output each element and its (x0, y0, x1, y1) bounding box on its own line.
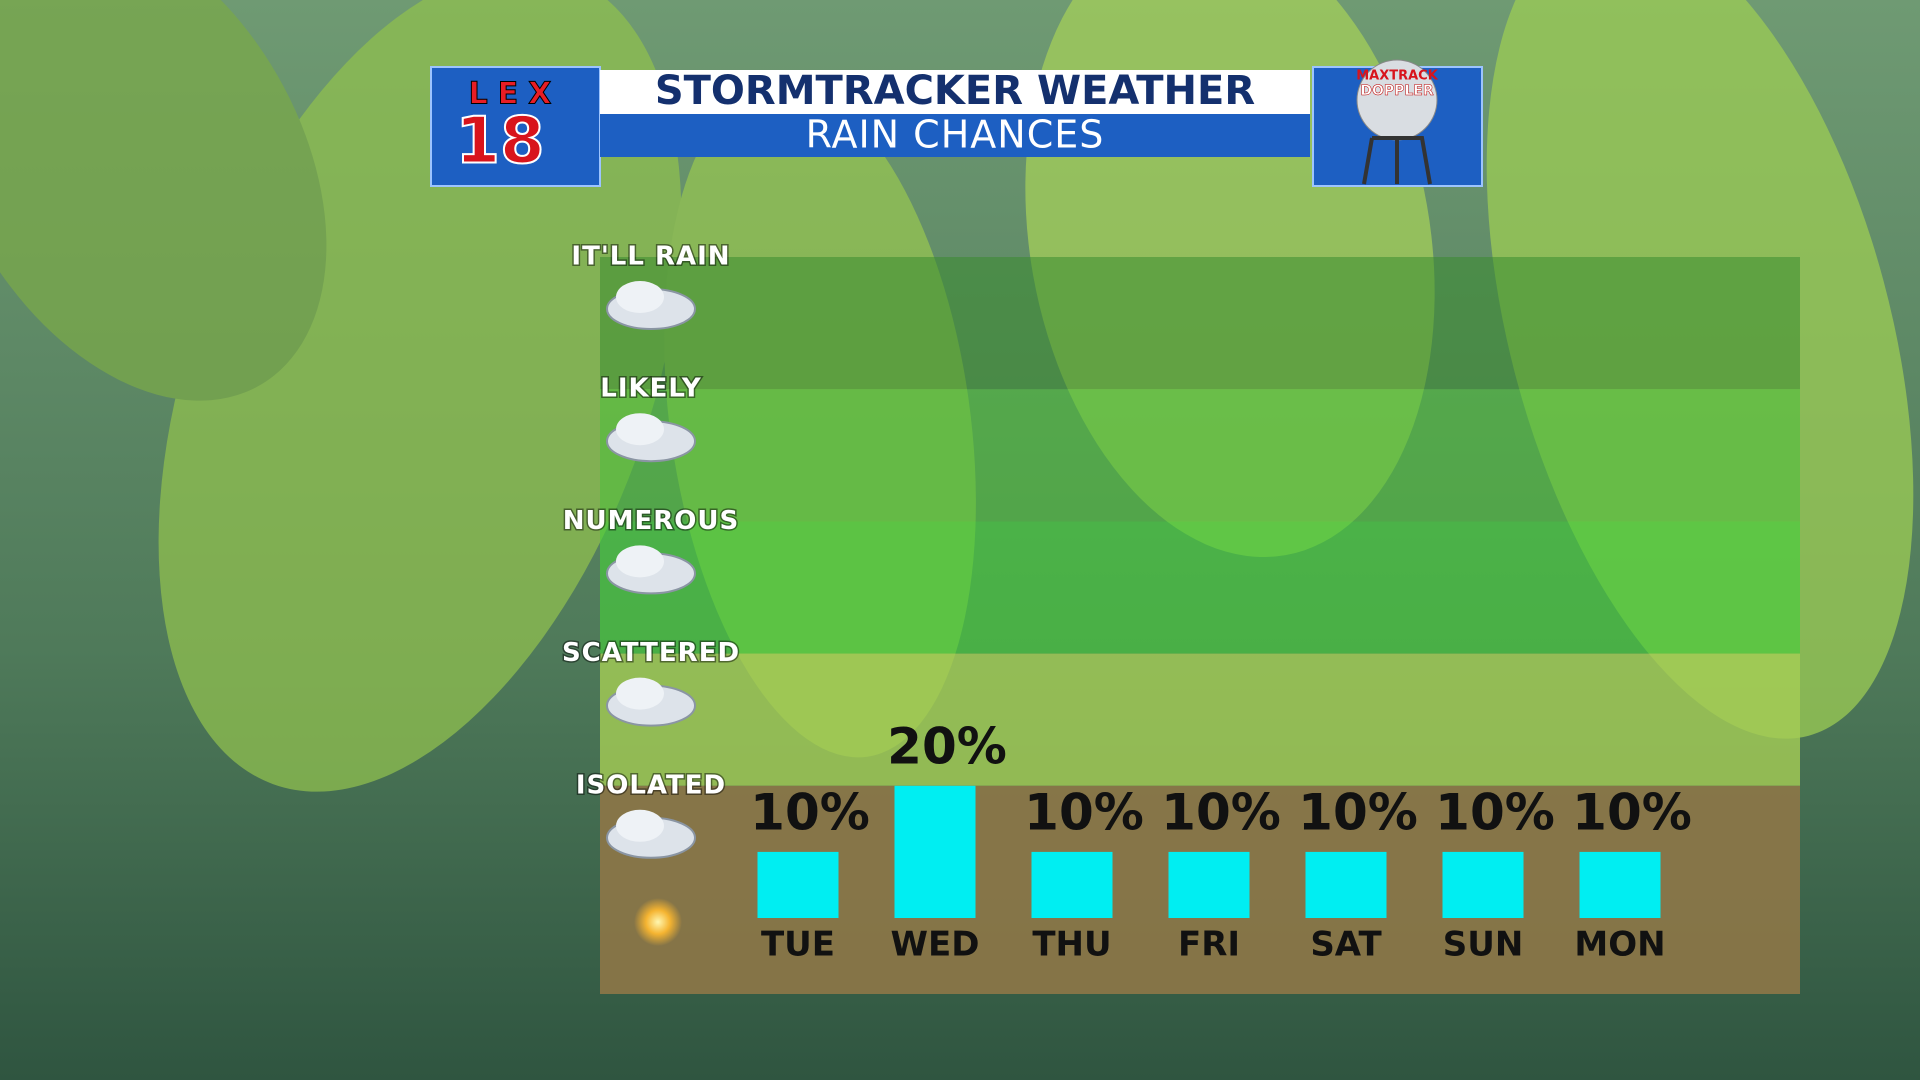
x-tick-label: WED (891, 925, 980, 965)
band (600, 521, 1800, 654)
bar (1031, 851, 1113, 918)
y-tick-label: IT'LL RAIN (571, 242, 730, 272)
bar (1168, 851, 1250, 918)
bar (1579, 851, 1661, 918)
band (600, 257, 1800, 390)
logo-channel: 18 (455, 105, 544, 179)
value-label: 10% (1572, 783, 1692, 841)
y-tick-label: SCATTERED (562, 638, 740, 668)
radar-badge: DOPPLER (1360, 83, 1434, 99)
subtitle-bar (600, 114, 1310, 157)
bar (757, 851, 839, 918)
band (600, 653, 1800, 786)
cloud-icon (616, 677, 664, 710)
weather-icons (606, 281, 696, 946)
y-tick-label: LIKELY (600, 374, 702, 404)
chart-subtitle: RAIN CHANCES (806, 113, 1105, 157)
radar-tower (1362, 136, 1432, 185)
x-tick-label: SAT (1310, 925, 1382, 965)
bar (1442, 851, 1524, 918)
value-label: 10% (750, 783, 870, 841)
sun-icon (634, 898, 682, 946)
value-label: 20% (887, 717, 1007, 775)
x-tick-label: TUE (761, 925, 835, 965)
value-label: 10% (1024, 783, 1144, 841)
value-label: 10% (1298, 783, 1418, 841)
logo-box (430, 66, 601, 187)
radar-badge: MAXTRACK (1356, 69, 1439, 84)
logo-station: LEX (469, 77, 562, 112)
cloud-icon (616, 809, 664, 842)
bar (1305, 851, 1387, 918)
title-bar (600, 70, 1310, 114)
x-tick-label: THU (1032, 925, 1111, 965)
cloud-icon (616, 545, 664, 578)
x-tick-label: MON (1574, 925, 1665, 965)
cloud-icon (616, 281, 664, 313)
bar (894, 785, 976, 918)
band (600, 389, 1800, 522)
value-label: 10% (1161, 783, 1281, 841)
y-tick-label: NUMEROUS (563, 506, 739, 536)
x-tick-label: FRI (1178, 925, 1240, 965)
chart-title: STORMTRACKER WEATHER (655, 68, 1255, 114)
value-label: 10% (1435, 783, 1555, 841)
y-tick-label: ISOLATED (576, 770, 726, 800)
cloud-icon (616, 413, 664, 446)
x-tick-label: SUN (1443, 925, 1524, 965)
